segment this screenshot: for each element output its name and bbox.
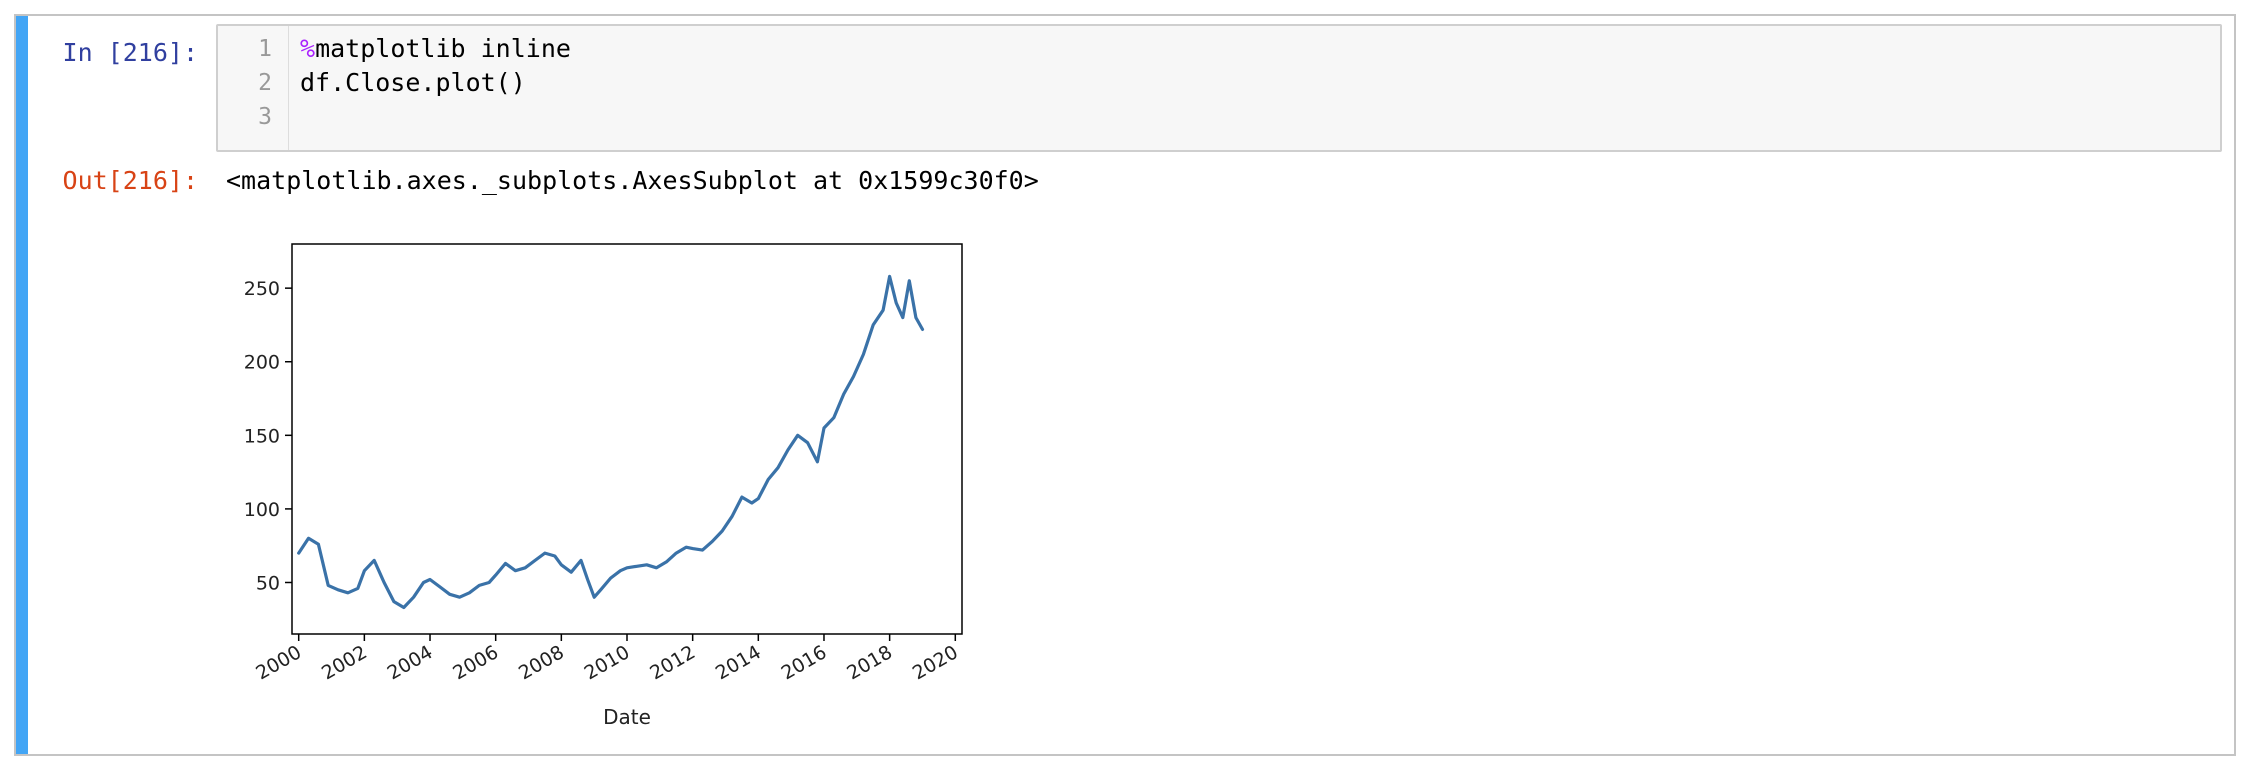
magic-command-prefix: % xyxy=(300,34,316,63)
line-chart: 50 100 150 200 250 2000 2002 2004 2006 2008 2010 20… xyxy=(244,243,963,729)
close-price-series-line xyxy=(297,274,925,610)
output-repr: <matplotlib.axes._subplots.AxesSubplot a… xyxy=(226,166,1039,195)
x-tick-label: 2020 xyxy=(909,641,962,684)
plot-frame xyxy=(291,243,963,635)
line-number: 3 xyxy=(258,104,272,130)
magic-command-text: matplotlib inline xyxy=(315,34,571,63)
code-editor[interactable]: 1 2 3 %matplotlib inline df.Close.plot() xyxy=(216,24,2222,152)
line-number-gutter: 1 2 3 xyxy=(218,26,289,150)
y-tick-label: 50 xyxy=(256,572,280,594)
y-tick-label: 150 xyxy=(244,425,280,447)
x-tick-label: 2004 xyxy=(384,641,437,684)
x-tick-label: 2002 xyxy=(318,641,371,684)
x-tick-label: 2000 xyxy=(252,641,305,684)
x-tick-label: 2016 xyxy=(778,641,831,684)
x-tick-label: 2018 xyxy=(843,641,896,684)
code-line-2[interactable]: df.Close.plot() xyxy=(300,68,526,97)
y-tick-label: 100 xyxy=(244,499,280,521)
y-tick-label: 250 xyxy=(244,278,280,300)
y-tick-label: 200 xyxy=(244,352,280,374)
x-tick-label: 2006 xyxy=(449,641,502,684)
x-tick-label: 2008 xyxy=(515,641,568,684)
x-axis-label: Date xyxy=(603,705,651,729)
input-prompt: In [216]: xyxy=(62,38,198,67)
x-tick-label: 2012 xyxy=(646,641,699,684)
selected-cell-indicator xyxy=(16,16,28,754)
x-tick-label: 2010 xyxy=(581,641,634,684)
output-prompt: Out[216]: xyxy=(62,166,198,195)
line-number: 2 xyxy=(258,70,272,96)
x-tick-label: 2014 xyxy=(712,641,765,684)
code-line-1[interactable]: %matplotlib inline xyxy=(300,34,571,63)
line-number: 1 xyxy=(258,36,272,62)
plot-output: 50 100 150 200 250 2000 2002 2004 2006 2008 2010 20… xyxy=(226,222,986,737)
